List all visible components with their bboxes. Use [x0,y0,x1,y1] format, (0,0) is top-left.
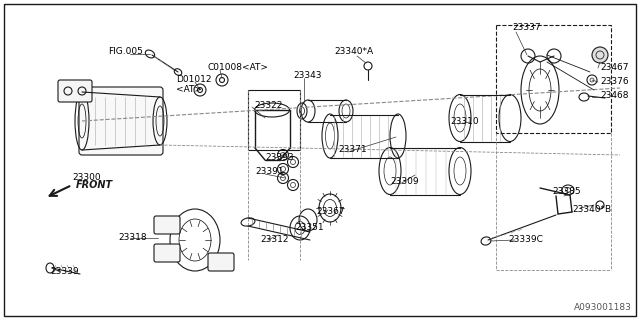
Text: 23351: 23351 [295,223,324,233]
Ellipse shape [592,47,608,63]
Text: 23468: 23468 [600,92,628,100]
Text: 23310: 23310 [450,117,479,126]
Text: 23340*A: 23340*A [334,47,373,57]
Text: 23340*B: 23340*B [572,205,611,214]
Text: 23371: 23371 [338,146,367,155]
Text: 23309: 23309 [390,178,419,187]
Bar [496,25,611,133]
Text: D01012: D01012 [176,76,211,84]
Text: <AT>: <AT> [176,85,202,94]
Text: 23339C: 23339C [508,236,543,244]
Text: FRONT: FRONT [76,180,113,190]
FancyBboxPatch shape [58,80,92,102]
Bar [248,90,300,150]
Text: 23312: 23312 [260,236,289,244]
Text: 23385: 23385 [552,188,580,196]
FancyBboxPatch shape [79,87,163,155]
Text: C01008<AT>: C01008<AT> [208,63,269,73]
Text: 23467: 23467 [600,63,628,73]
Text: 23343: 23343 [293,70,321,79]
Text: A093001183: A093001183 [574,303,632,312]
Text: 23367: 23367 [316,207,344,217]
Text: 23391: 23391 [255,167,284,177]
Text: 23376: 23376 [600,77,628,86]
Text: 23322: 23322 [254,100,282,109]
Text: 23318: 23318 [118,234,147,243]
Text: 23337: 23337 [512,23,541,33]
Text: FIG.005: FIG.005 [108,47,143,57]
FancyBboxPatch shape [208,253,234,271]
Text: 23393: 23393 [265,154,294,163]
Text: 23300: 23300 [72,173,100,182]
FancyBboxPatch shape [154,216,180,234]
FancyBboxPatch shape [154,244,180,262]
Text: 23339: 23339 [50,268,79,276]
